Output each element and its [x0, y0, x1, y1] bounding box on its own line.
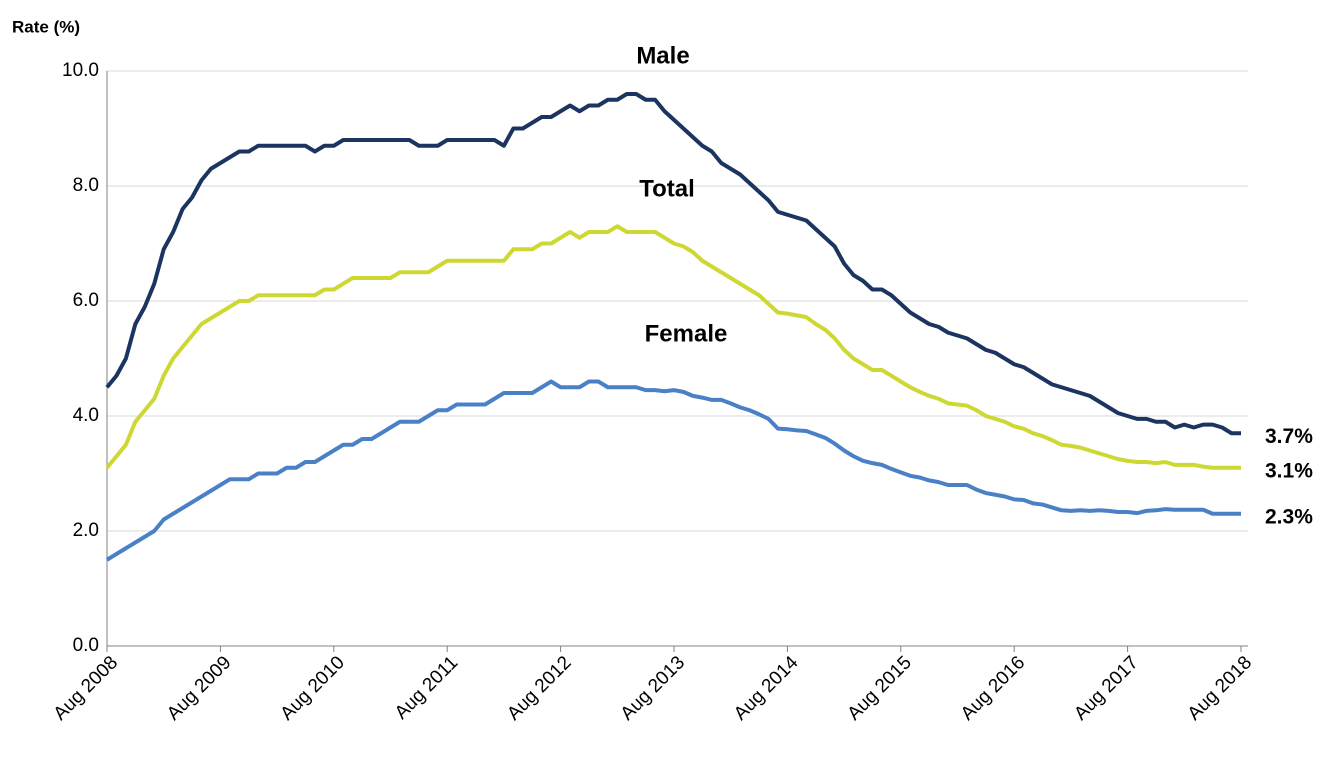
end-label: 3.7%: [1265, 425, 1313, 448]
series-line: [105, 92, 1241, 436]
x-tick-label: Aug 2011: [391, 652, 462, 723]
x-tick-label: Aug 2008: [50, 652, 122, 724]
series-name: Total: [639, 175, 695, 202]
series-name: Female: [645, 320, 728, 347]
y-tick-label: 4.0: [73, 405, 99, 426]
x-tick-label: Aug 2016: [957, 652, 1029, 724]
y-axis-label: Rate (%): [12, 17, 80, 36]
x-tick-label: Aug 2013: [617, 652, 689, 724]
x-tick-label: Aug 2014: [730, 652, 803, 725]
x-tick-label: Aug 2012: [503, 652, 575, 724]
series-name: Male: [636, 42, 689, 69]
x-tick-label: Aug 2010: [277, 652, 349, 724]
x-tick-label: Aug 2018: [1184, 652, 1256, 724]
y-tick-label: 2.0: [73, 520, 99, 541]
x-tick-label: Aug 2015: [844, 652, 916, 724]
x-tick-label: Aug 2017: [1070, 652, 1142, 724]
series-line: [105, 224, 1241, 470]
series-line: [105, 379, 1241, 562]
y-tick-label: 8.0: [73, 175, 99, 196]
end-label: 3.1%: [1265, 459, 1313, 482]
y-tick-label: 0.0: [73, 635, 99, 656]
y-tick-label: 10.0: [62, 60, 99, 81]
end-label: 2.3%: [1265, 505, 1313, 528]
y-tick-label: 6.0: [73, 290, 99, 311]
x-tick-label: Aug 2009: [163, 652, 235, 724]
